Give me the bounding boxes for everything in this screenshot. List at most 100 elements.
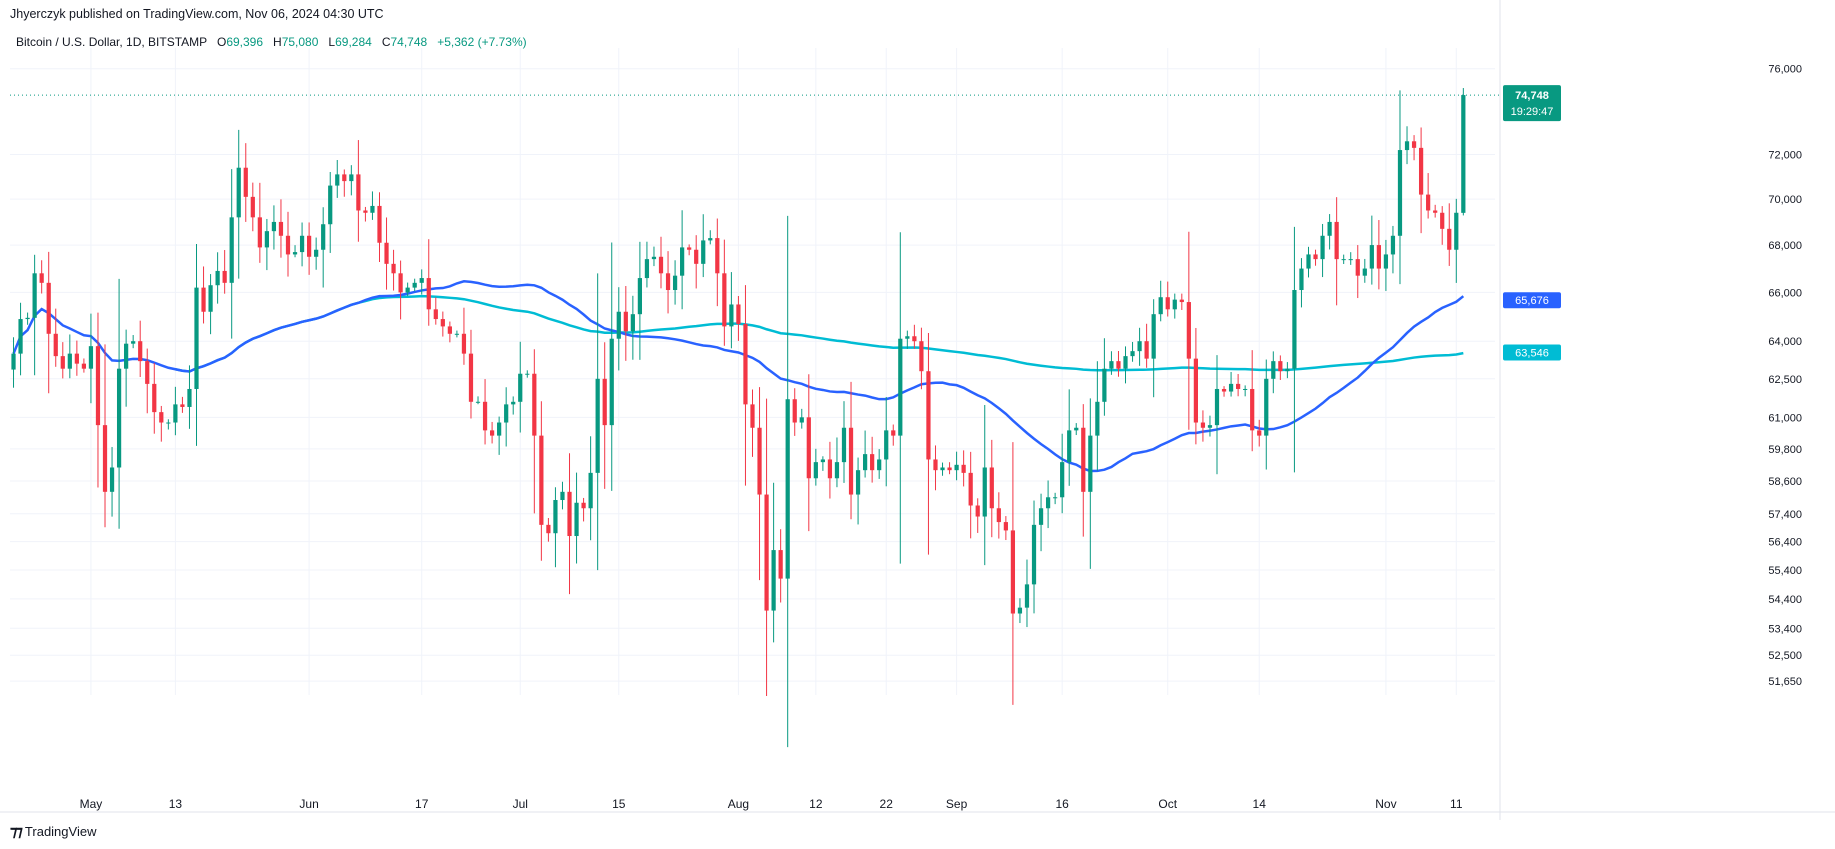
- candle-down: [74, 353, 79, 364]
- candle-up: [18, 319, 23, 354]
- candle-up: [898, 338, 903, 436]
- y-tick-label: 64,000: [1768, 336, 1802, 348]
- candle-up: [1060, 462, 1065, 498]
- candle-down: [989, 467, 994, 509]
- symbol-name: Bitcoin / U.S. Dollar, 1D, BITSTAMP: [16, 35, 207, 49]
- candle-up: [1088, 435, 1093, 492]
- candle-down: [1433, 210, 1438, 213]
- candle-down: [743, 323, 748, 405]
- close-label: C: [381, 35, 391, 49]
- candle-down: [482, 401, 488, 431]
- candle-up: [1454, 212, 1459, 250]
- candle-down: [968, 472, 973, 506]
- candle-down: [546, 524, 551, 534]
- y-tick-label: 72,000: [1768, 149, 1802, 161]
- candle-down: [257, 217, 262, 248]
- x-tick-label: Sep: [946, 797, 968, 811]
- candle-up: [229, 217, 234, 283]
- candle-down: [1081, 427, 1086, 492]
- candle-down: [1376, 245, 1381, 269]
- candle-down: [1179, 299, 1184, 303]
- candle-down: [159, 412, 164, 423]
- candle-up: [370, 205, 375, 213]
- candle-down: [1200, 422, 1206, 428]
- candle-up: [701, 240, 706, 264]
- countdown-label: 19:29:47: [1511, 106, 1554, 118]
- candle-up: [855, 470, 861, 495]
- candle-up: [1123, 356, 1128, 369]
- candle-up: [1320, 235, 1325, 260]
- candle-down: [1411, 141, 1417, 148]
- candles: [11, 88, 1466, 748]
- candle-down: [750, 404, 755, 428]
- candle-up: [982, 467, 987, 517]
- candle-down: [926, 371, 931, 460]
- candle-up: [194, 287, 199, 389]
- candle-down: [827, 459, 833, 479]
- axes: 51,650 52,500 53,400 54,400 55,400 56,400 57,4…: [0, 0, 1835, 820]
- candle-up: [729, 304, 734, 327]
- candle-down: [307, 235, 312, 257]
- candle-up: [1271, 361, 1276, 379]
- candle-up: [518, 373, 523, 402]
- high-label: H: [273, 35, 282, 49]
- candle-down: [461, 333, 467, 354]
- candle-up: [771, 550, 776, 611]
- high-value: 75,080: [281, 35, 319, 49]
- candle-down: [363, 210, 368, 213]
- candle-up: [834, 462, 840, 479]
- ma-fast-label: 65,676: [1515, 295, 1549, 307]
- y-tick-label: 53,400: [1768, 623, 1802, 635]
- candle-down: [1440, 212, 1445, 229]
- candle-up: [588, 472, 593, 509]
- candle-up: [616, 311, 621, 339]
- candle-up: [1053, 497, 1058, 499]
- candle-up: [708, 238, 713, 241]
- candle-down: [532, 373, 537, 436]
- candle-up: [1102, 368, 1107, 402]
- publisher-line: Jhyerczyk published on TradingView.com, …: [10, 7, 384, 21]
- candle-up: [1397, 150, 1403, 236]
- y-tick-label: 61,000: [1768, 412, 1802, 424]
- candle-up: [905, 336, 910, 339]
- candle-down: [398, 273, 403, 293]
- candle-down: [1116, 361, 1121, 369]
- candle-down: [891, 430, 896, 436]
- candle-down: [243, 167, 248, 197]
- candle-up: [349, 174, 354, 182]
- candle-down: [975, 505, 980, 517]
- brand-name: TradingView: [24, 823, 97, 839]
- candle-up: [328, 185, 333, 225]
- y-tick-label: 62,500: [1768, 374, 1802, 386]
- candle-down: [426, 278, 431, 310]
- candle-down: [1257, 430, 1262, 436]
- candle-down: [440, 319, 445, 327]
- candle-up: [292, 252, 298, 255]
- candle-up: [1362, 268, 1367, 276]
- x-tick-label: 16: [1055, 797, 1069, 811]
- candle-up: [264, 231, 269, 248]
- candle-up: [32, 273, 37, 318]
- candle-up: [637, 278, 643, 315]
- candle-up: [1327, 221, 1332, 236]
- y-tick-label: 59,800: [1768, 444, 1802, 456]
- candle-down: [1447, 228, 1452, 250]
- candle-up: [1045, 497, 1051, 509]
- candle-up: [1038, 508, 1044, 525]
- candle-down: [1278, 361, 1283, 372]
- candle-down: [1418, 147, 1424, 195]
- candle-up: [131, 341, 136, 344]
- candle-down: [95, 346, 101, 426]
- x-tick-label: May: [80, 797, 103, 811]
- change-value: +5,362 (+7.73%): [437, 35, 527, 49]
- x-tick-label: Aug: [728, 797, 749, 811]
- x-tick-label: 14: [1253, 797, 1267, 811]
- x-tick-label: Oct: [1158, 797, 1177, 811]
- candle-up: [553, 500, 558, 534]
- candle-up: [560, 491, 565, 501]
- candle-up: [940, 467, 945, 471]
- candle-up: [1109, 361, 1114, 369]
- candle-down: [250, 196, 255, 218]
- candle-up: [1299, 268, 1304, 291]
